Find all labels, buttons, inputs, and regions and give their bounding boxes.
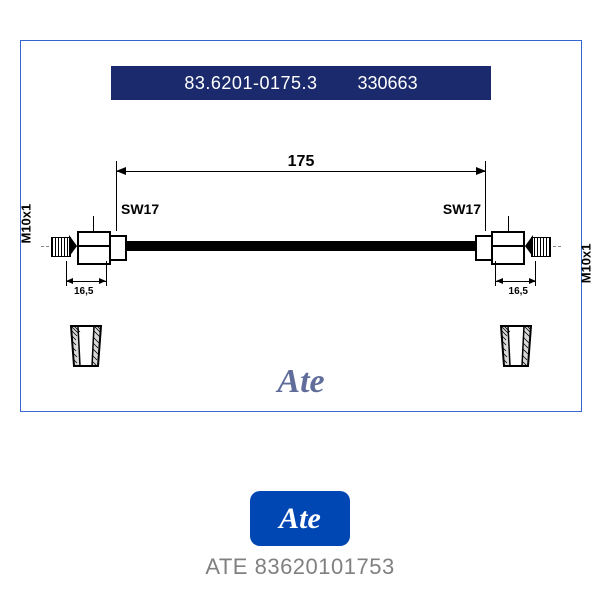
secondary-reference: 330663 [358,73,418,94]
brand-name: ATE [205,554,248,579]
hose-body [111,241,491,251]
thread-icon [51,237,71,257]
wrench-size-right: SW17 [443,201,481,217]
part-number: 83620101753 [255,554,395,579]
brand-overlay: Ate ATE 83620101753 [0,410,600,600]
bushing-left [66,321,106,371]
main-dimension-line [116,171,486,172]
wrench-size-left: SW17 [121,201,159,217]
brand-logo: Ate [250,491,350,546]
header-bar: 83.6201-0175.3 330663 [111,66,491,100]
thread-spec-left: M10x1 [19,204,34,244]
technical-drawing: 175 SW17 SW17 M10x1 M10x1 [21,111,581,411]
fitting-left [51,229,121,263]
part-reference: 83.6201-0175.3 [184,73,317,94]
fitting-right [481,229,551,263]
small-dim-left: 16,5 [74,286,93,297]
thread-spec-right: M10x1 [579,244,594,284]
hex-line [491,245,525,247]
small-dimension-line [66,281,106,282]
crimp-sleeve [109,235,127,261]
brand-logo-text: Ate [279,502,321,536]
part-number-line: ATE 83620101753 [205,554,394,580]
small-dimension-line [496,281,536,282]
chamfer-icon [525,235,533,257]
hex-body [77,231,111,265]
bushing-right [496,321,536,371]
main-length-value: 175 [21,153,581,171]
thread-icon [531,237,551,257]
small-dim-right: 16,5 [509,286,528,297]
hex-body [491,231,525,265]
crimp-sleeve [475,235,493,261]
dim-extension [106,261,107,286]
chamfer-icon [69,235,77,257]
hex-line [77,245,111,247]
watermark-logo: Ate [277,363,324,401]
diagram-container: 83.6201-0175.3 330663 175 SW17 SW17 M10x… [20,40,582,412]
